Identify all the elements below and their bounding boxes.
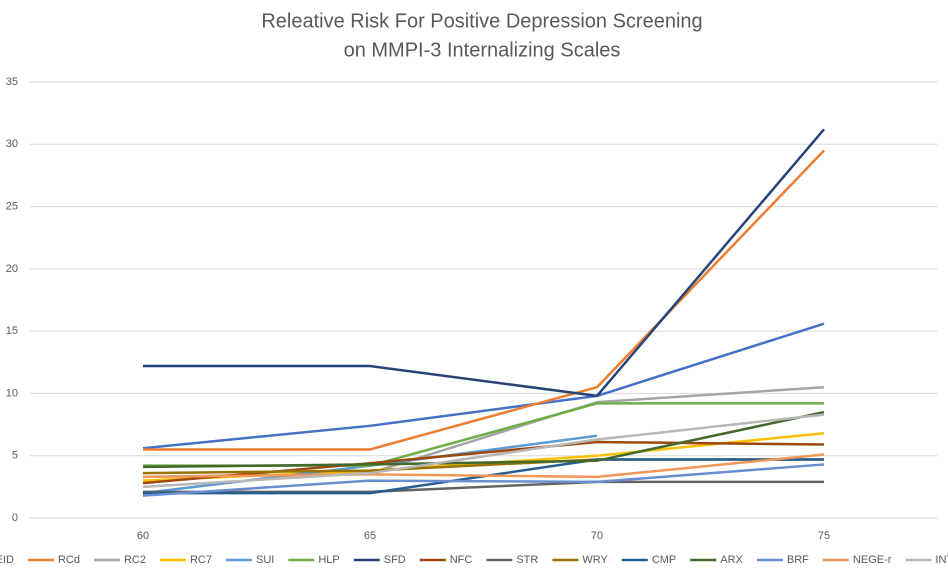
legend-label: CMP: [652, 554, 676, 566]
series-line: [142, 410, 825, 469]
y-tick-label: 0: [12, 512, 18, 524]
legend-label: INTR-r: [935, 554, 948, 566]
series-line: [142, 413, 825, 489]
chart-title: on MMPI-3 Internalizing Scales: [344, 39, 621, 61]
legend-label: RC7: [190, 554, 212, 566]
series-line: [142, 453, 825, 479]
x-tick-label: 75: [818, 530, 830, 542]
x-tick-label: 70: [591, 530, 603, 542]
y-tick-label: 5: [12, 450, 18, 462]
y-tick-label: 35: [6, 76, 18, 88]
chart-title: Releative Risk For Positive Depression S…: [261, 10, 702, 32]
legend-label: NEGE-r: [853, 554, 892, 566]
series-line: [143, 480, 824, 494]
legend-label: BRF: [787, 554, 809, 566]
legend-label: SFD: [384, 554, 406, 566]
series-line: [143, 128, 825, 398]
legend-label: RC2: [124, 554, 146, 566]
x-tick-label: 60: [137, 530, 149, 542]
y-tick-label: 30: [6, 138, 18, 150]
legend-label: ARX: [720, 554, 743, 566]
y-tick-label: 20: [6, 263, 18, 275]
legend-label: HLP: [318, 554, 339, 566]
legend-label: STR: [516, 554, 538, 566]
legend-label: NFC: [450, 554, 473, 566]
y-tick-label: 25: [6, 200, 18, 212]
series-line: [142, 463, 825, 497]
series-line: [143, 149, 825, 451]
legend-label: EID: [0, 554, 14, 566]
series-line: [142, 322, 825, 450]
legend-label: WRY: [582, 554, 608, 566]
y-tick-label: 15: [6, 325, 18, 337]
y-tick-label: 10: [6, 387, 18, 399]
legend-label: SUI: [256, 554, 274, 566]
legend-label: RCd: [58, 554, 80, 566]
x-tick-label: 65: [364, 530, 376, 542]
